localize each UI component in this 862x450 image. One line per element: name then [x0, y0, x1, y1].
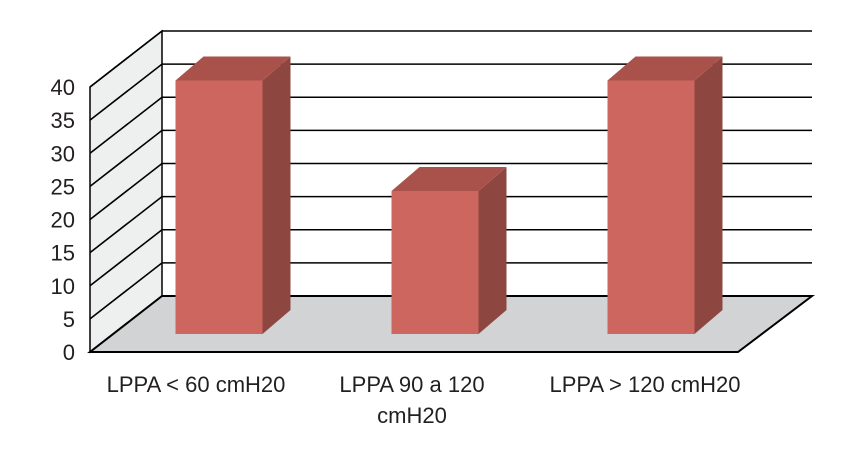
bar-side [478, 167, 507, 334]
gridline [89, 162, 812, 221]
y-tick-label: 5 [63, 307, 75, 332]
bar-top [607, 56, 723, 81]
bar-1 [175, 56, 291, 334]
y-tick-label: 0 [63, 340, 75, 365]
y-tick-label: 25 [51, 174, 75, 199]
y-tick-label: 15 [51, 241, 75, 266]
y-tick-label: 20 [51, 208, 75, 233]
x-category-line: cmH20 [377, 403, 447, 428]
y-tick-label: 30 [51, 141, 75, 166]
bar-top [175, 56, 291, 81]
bar-front [607, 80, 695, 334]
x-category-label: LPPA 90 a 120 cmH20 [339, 372, 484, 428]
bar-3 [607, 56, 723, 334]
bar-side [694, 56, 723, 334]
gridline [89, 228, 812, 287]
x-category-line: LPPA < 60 cmH20 [107, 372, 286, 397]
gridlines [89, 30, 812, 320]
bar-front [175, 80, 263, 334]
y-axis-ticks: 0 5 10 15 20 25 30 35 40 [51, 75, 75, 365]
y-tick-label: 10 [51, 274, 75, 299]
gridline [89, 262, 812, 320]
x-axis-labels: LPPA < 60 cmH20 LPPA 90 a 120 cmH20 LPPA > … [107, 372, 741, 428]
bar-2 [391, 167, 507, 334]
gridline [89, 195, 812, 254]
gridline [89, 96, 812, 154]
x-category-line: LPPA 90 a 120 [339, 372, 484, 397]
gridline [89, 129, 812, 188]
x-category-label: LPPA < 60 cmH20 [107, 372, 286, 397]
x-category-label: LPPA > 120 cmH20 [550, 372, 741, 397]
y-tick-label: 35 [51, 108, 75, 133]
bar-front [391, 191, 479, 334]
gridline [89, 30, 812, 88]
y-tick-label: 40 [51, 75, 75, 100]
bar-top [391, 167, 507, 191]
x-category-line: LPPA > 120 cmH20 [550, 372, 741, 397]
bars [175, 56, 723, 334]
bar-side [262, 56, 291, 334]
gridline [89, 63, 812, 121]
